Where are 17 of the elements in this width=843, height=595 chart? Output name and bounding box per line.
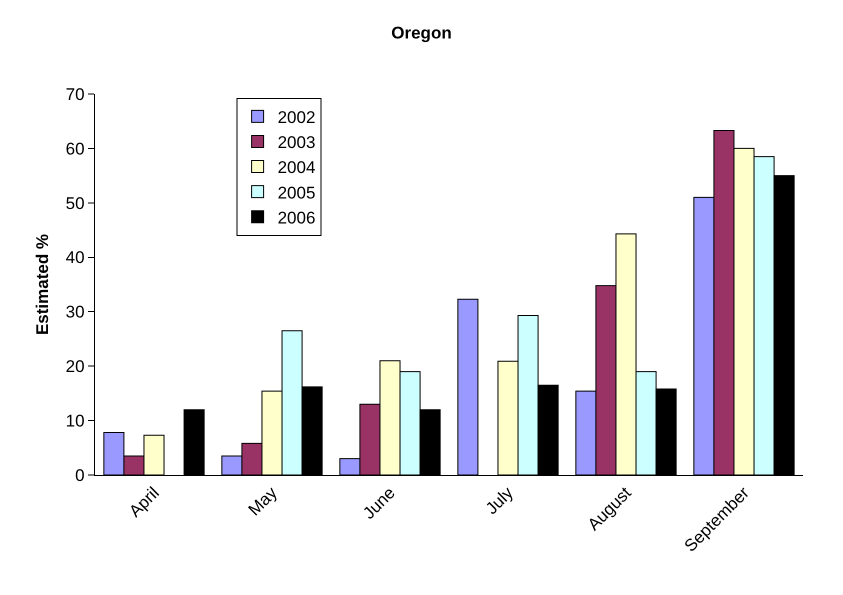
y-tick-label: 30 bbox=[66, 302, 85, 322]
y-tick-label: 0 bbox=[75, 466, 85, 485]
legend-label: 2003 bbox=[278, 133, 316, 152]
x-tick-label: July bbox=[482, 482, 518, 518]
y-tick-label: 20 bbox=[66, 357, 85, 376]
legend-label: 2005 bbox=[278, 183, 316, 202]
legend-label: 2004 bbox=[278, 158, 316, 178]
y-axis-title: Estimated % bbox=[33, 234, 52, 336]
y-tick-label: 40 bbox=[66, 248, 85, 268]
y-tick-label: 60 bbox=[66, 139, 85, 158]
legend-label: 2006 bbox=[278, 208, 316, 228]
y-tick-label: 50 bbox=[66, 194, 85, 213]
x-tick-label: May bbox=[244, 482, 282, 520]
chart-title: Oregon bbox=[391, 24, 452, 43]
legend-label: 2002 bbox=[278, 108, 316, 127]
y-tick-label: 10 bbox=[66, 412, 85, 431]
y-tick-label: 70 bbox=[66, 84, 85, 104]
